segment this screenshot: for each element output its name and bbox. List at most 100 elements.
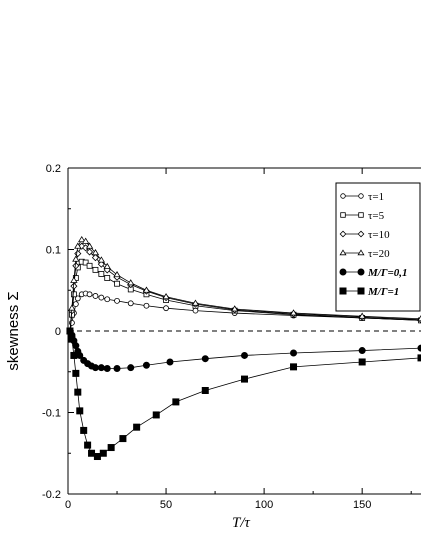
data-point [104,296,111,303]
data-point [340,212,346,218]
y-tick-label: 0 [55,326,61,338]
data-point [97,260,105,268]
legend-label: M/Γ=0,1 [367,267,408,279]
data-point [127,364,135,372]
data-point [358,312,366,319]
data-point [163,305,169,312]
data-point [81,237,90,244]
data-point [98,271,105,277]
y-tick-label: -0.1 [42,408,61,420]
legend-label: τ=20 [368,248,390,260]
data-point [127,300,134,307]
data-point [191,299,200,306]
data-point [289,309,298,316]
data-point [339,287,347,295]
data-point [417,314,421,322]
data-point [92,266,99,273]
data-point [290,349,298,357]
data-point [76,407,84,415]
data-point [70,276,78,283]
data-point [113,270,121,278]
data-point [241,375,248,383]
x-tick-label: 100 [255,499,273,511]
data-point [72,255,80,262]
data-point [358,347,366,355]
x-axis-label: T/τ [232,515,251,531]
legend-label: τ=1 [368,191,384,203]
data-point [166,358,174,366]
data-point [91,254,100,262]
legend: τ=1 τ=5 τ=10 τ=20 M/Γ=0,1 M/Γ=1 [335,182,421,312]
data-point [74,242,82,249]
x-tick-label: 150 [353,499,371,511]
legend-entry: M/Γ=0,1 [339,267,408,279]
data-point [91,364,99,372]
data-point [103,364,111,372]
data-point [127,279,135,286]
data-point [86,262,93,269]
data-point [82,259,89,266]
series-5 [66,327,421,461]
data-point [72,301,79,308]
data-point [88,449,96,457]
data-point [143,302,150,309]
data-point [241,351,248,359]
data-point [142,286,151,293]
data-point [417,344,421,352]
data-point [97,256,106,263]
data-point [230,305,239,312]
data-point [162,292,170,300]
legend-entry: M/Γ=1 [339,286,399,298]
legend-entry: τ=1 [340,191,384,203]
series-3 [66,235,421,334]
data-point [357,249,365,256]
data-point [68,335,76,343]
legend-entry: τ=10 [339,229,390,241]
data-point [70,291,77,298]
data-point [72,262,80,270]
data-point [72,342,80,350]
legend-entry: τ=5 [340,210,385,222]
y-tick-label: 0.1 [46,245,61,257]
data-point [290,363,298,371]
data-point [85,242,94,249]
data-point [74,388,82,396]
data-point [358,193,364,199]
data-point [70,351,78,359]
data-point [201,386,209,394]
data-point [78,235,86,243]
data-point [358,212,364,218]
data-point [357,268,365,276]
data-point [107,444,115,452]
legend-label: M/Γ=1 [367,286,399,298]
data-point [358,358,366,366]
data-point [114,280,120,287]
x-tick-label: 50 [160,499,172,511]
data-point [68,304,76,311]
data-point [339,230,347,238]
x-tick-label: 0 [65,499,71,511]
data-point [142,361,150,369]
data-point [70,282,78,290]
data-point [72,369,80,377]
data-point [114,297,120,304]
data-point [340,193,346,199]
data-point [152,411,160,419]
data-point [201,355,209,363]
data-point [113,364,121,372]
data-point [339,268,347,276]
data-point [99,449,107,457]
data-point [93,453,101,461]
data-point [103,262,111,270]
y-tick-label: -0.2 [42,489,61,501]
data-point [133,423,141,431]
y-axis-label: skewness Σ [5,291,22,370]
data-point [86,248,94,256]
data-point [172,398,180,406]
data-point [91,248,100,256]
data-point [192,307,199,314]
legend-label: τ=10 [368,229,390,241]
data-point [80,426,88,434]
data-point [97,364,105,372]
